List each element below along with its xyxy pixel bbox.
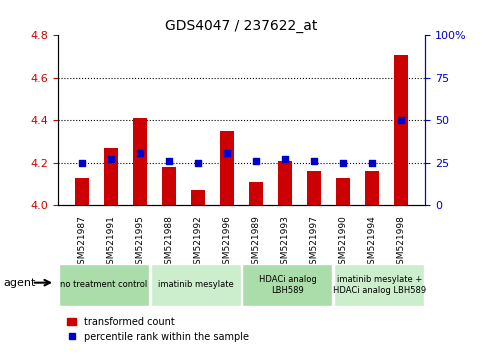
Bar: [242, 264, 332, 306]
Bar: [307, 171, 321, 205]
Point: [194, 160, 202, 166]
Bar: [249, 182, 263, 205]
Point: [281, 156, 289, 162]
Bar: [75, 178, 89, 205]
Point: [136, 150, 144, 155]
Text: no treatment control: no treatment control: [60, 280, 147, 290]
Point: [165, 158, 173, 164]
Bar: [133, 118, 147, 205]
Bar: [365, 171, 379, 205]
Point: [368, 160, 376, 166]
Bar: [278, 161, 292, 205]
Point: [397, 118, 405, 123]
Text: imatinib mesylate: imatinib mesylate: [158, 280, 233, 290]
Bar: [151, 264, 241, 306]
Point: [310, 158, 318, 164]
Text: HDACi analog
LBH589: HDACi analog LBH589: [258, 275, 316, 295]
Point: [252, 158, 260, 164]
Bar: [336, 178, 350, 205]
Bar: [220, 131, 234, 205]
Point: [78, 160, 86, 166]
Legend: transformed count, percentile rank within the sample: transformed count, percentile rank withi…: [63, 313, 253, 346]
Bar: [104, 148, 118, 205]
Point: [107, 156, 115, 162]
Title: GDS4047 / 237622_at: GDS4047 / 237622_at: [165, 19, 318, 33]
Bar: [334, 264, 424, 306]
Bar: [394, 55, 408, 205]
Bar: [191, 190, 205, 205]
Text: imatinib mesylate +
HDACi analog LBH589: imatinib mesylate + HDACi analog LBH589: [333, 275, 426, 295]
Point: [223, 150, 231, 155]
Bar: [162, 167, 176, 205]
Point: [339, 160, 347, 166]
Text: agent: agent: [3, 278, 35, 288]
Bar: [59, 264, 149, 306]
